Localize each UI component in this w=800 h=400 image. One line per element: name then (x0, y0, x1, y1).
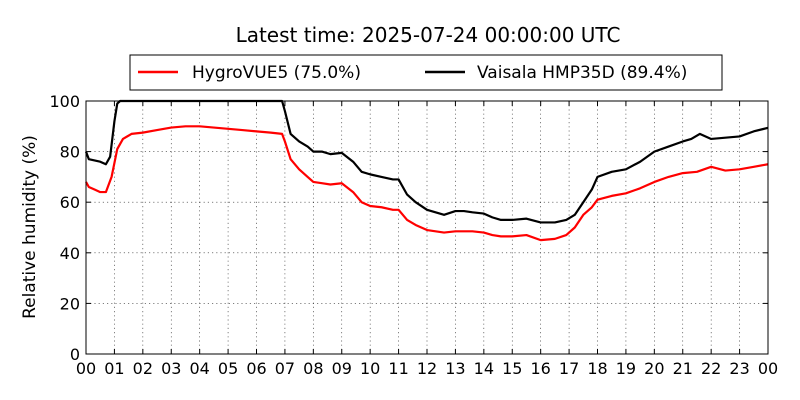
x-tick-label: 08 (303, 359, 323, 378)
x-tick-label: 13 (445, 359, 465, 378)
y-tick-label: 40 (60, 244, 80, 263)
x-tick-label: 21 (673, 359, 693, 378)
axis-ticks (85, 100, 769, 355)
x-tick-label: 00 (76, 359, 96, 378)
x-tick-label: 16 (530, 359, 550, 378)
x-tick-label: 23 (729, 359, 749, 378)
x-tick-label: 19 (616, 359, 636, 378)
x-tick-label: 14 (474, 359, 494, 378)
y-tick-label: 0 (70, 345, 80, 364)
x-tick-label: 18 (587, 359, 607, 378)
chart-title: Latest time: 2025-07-24 00:00:00 UTC (236, 23, 621, 47)
x-tick-label: 01 (104, 359, 124, 378)
x-tick-label: 05 (218, 359, 238, 378)
y-tick-label: 80 (60, 143, 80, 162)
y-tick-label: 20 (60, 294, 80, 313)
x-tick-label: 17 (559, 359, 579, 378)
x-tick-labels: 00 01 02 03 04 05 06 07 08 09 10 11 12 13 14 15 16 17 18 19… (76, 359, 778, 378)
x-tick-label: 04 (189, 359, 209, 378)
y-tick-label: 60 (60, 193, 80, 212)
legend: HygroVUE5 (75.0%) Vaisala HMP35D (89.4%) (129, 54, 723, 91)
x-tick-label: 10 (360, 359, 380, 378)
series-line-hygrovue5 (85, 125, 769, 242)
x-tick-label: 11 (388, 359, 408, 378)
x-tick-label: 07 (275, 359, 295, 378)
x-tick-label: 03 (161, 359, 181, 378)
x-tick-label: 20 (644, 359, 664, 378)
y-axis-label: Relative humidity (%) (20, 135, 40, 319)
x-tick-label: 22 (701, 359, 721, 378)
x-tick-label: 12 (417, 359, 437, 378)
x-tick-label: 15 (502, 359, 522, 378)
x-tick-label: 06 (246, 359, 266, 378)
x-tick-label: 02 (133, 359, 153, 378)
grid-lines (86, 101, 768, 354)
series-line-vaisala (84, 99, 769, 224)
legend-label-hygrovue5: HygroVUE5 (75.0%) (192, 63, 361, 83)
y-tick-label: 100 (49, 92, 80, 111)
y-tick-labels: 0 20 40 60 80 100 (49, 92, 80, 364)
x-tick-label: 00 (758, 359, 778, 378)
legend-label-vaisala: Vaisala HMP35D (89.4%) (477, 63, 687, 83)
x-tick-label: 09 (332, 359, 352, 378)
